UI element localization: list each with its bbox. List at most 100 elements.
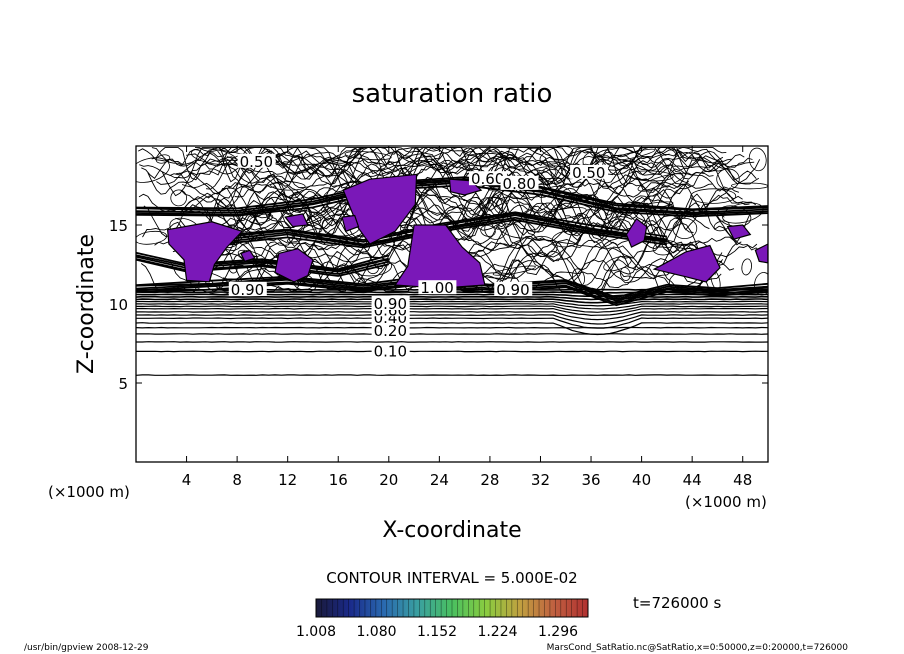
contour-band <box>136 278 768 302</box>
contour-eddy <box>637 173 684 192</box>
x-tick-label: 44 <box>683 471 702 489</box>
supersaturated-region <box>240 249 256 263</box>
time-label: t=726000 s <box>633 594 721 612</box>
supersaturated-region <box>652 244 721 283</box>
x-tick-label: 32 <box>531 471 550 489</box>
contour-line <box>136 298 768 304</box>
x-axis-title: X-coordinate <box>382 518 521 543</box>
contour-band <box>136 258 390 275</box>
contour-band <box>136 176 768 211</box>
contour-label-bg <box>570 164 609 179</box>
chart-title: saturation ratio <box>352 79 553 109</box>
colorbar-tick-label: 1.008 <box>296 624 336 640</box>
contour-eddy <box>713 220 730 232</box>
contour-eddy <box>603 255 632 272</box>
contour-eddy <box>614 148 656 161</box>
contour-band <box>136 277 768 301</box>
contour-line <box>136 311 768 321</box>
contour-label-bg <box>371 296 410 310</box>
contour-label: 0.80 <box>503 175 536 193</box>
contour-labels: 0.100.200.400.600.900.90 0.901.000.500.60… <box>228 153 609 360</box>
contour-band <box>136 178 768 212</box>
contour-line <box>136 322 768 336</box>
contour-eddy <box>344 151 392 161</box>
contour-eddy <box>620 267 631 281</box>
supersaturated-regions <box>166 173 768 289</box>
contour-eddy <box>716 168 740 190</box>
contour-eddy <box>480 225 496 237</box>
x-tick-label: 40 <box>632 471 651 489</box>
contour-label-bg <box>494 281 533 296</box>
contour-line <box>136 295 768 301</box>
x-tick-label: 48 <box>733 471 752 489</box>
contour-eddy <box>672 217 698 240</box>
contour-label-bg <box>371 322 410 337</box>
contour-line <box>151 147 714 191</box>
contour-eddy <box>190 148 237 165</box>
colorbar-tick-label: 1.296 <box>538 624 578 640</box>
footer-left: /usr/bin/gpview 2008-12-29 <box>24 643 149 653</box>
contour-label-bg <box>500 175 539 190</box>
x-axis: 4 8 12 16 20 24 28 32 36 40 44 48 <box>182 146 752 489</box>
contour-line <box>205 147 702 193</box>
contour-eddy <box>528 235 558 257</box>
contour-label: 0.50 <box>240 153 273 171</box>
contour-band <box>211 211 668 241</box>
contour-lines <box>136 146 768 376</box>
contour-interval-label: CONTOUR INTERVAL = 5.000E-02 <box>326 569 577 587</box>
contour-label-bg <box>237 153 276 168</box>
contour-line <box>228 166 689 219</box>
contour-eddy <box>492 265 536 276</box>
plot-area: 0.100.200.400.600.900.90 0.901.000.500.60… <box>136 146 768 462</box>
contour-line <box>136 333 768 335</box>
contour-line <box>136 341 768 343</box>
contour-label: 0.10 <box>374 342 407 360</box>
colorbar-tick-label: 1.224 <box>477 624 517 640</box>
contour-label: 0.90 <box>496 281 529 299</box>
contour-eddy <box>270 181 306 191</box>
contour-eddy <box>748 147 767 172</box>
contour-line <box>137 148 745 167</box>
colorbar-ticks: 1.008 1.080 1.152 1.224 1.296 <box>296 624 578 640</box>
contour-eddy <box>754 272 768 296</box>
y-tick-label: 5 <box>118 375 128 393</box>
contour-eddy <box>741 258 752 276</box>
contour-line <box>136 314 768 325</box>
y-tick-label: 15 <box>109 217 128 235</box>
x-tick-label: 12 <box>278 471 297 489</box>
contour-label: 1.00 <box>420 279 453 297</box>
colorbar-stripes <box>321 599 583 617</box>
contour-eddy <box>458 152 506 167</box>
contour-eddy <box>492 194 504 214</box>
contour-label-bg <box>468 171 507 186</box>
contour-line <box>217 147 727 183</box>
contour-band <box>136 255 390 273</box>
contour-eddy <box>155 154 171 164</box>
contour-label: 0.90 <box>374 295 407 313</box>
contour-line <box>225 158 687 201</box>
y-tick-label: 10 <box>109 296 128 314</box>
contour-band <box>136 254 390 272</box>
x-tick-label: 8 <box>232 471 242 489</box>
contour-eddy <box>136 230 168 245</box>
contour-eddy <box>136 157 170 183</box>
footer-right: MarsCond_SatRatio.nc@SatRatio,x=0:50000,… <box>547 643 849 653</box>
x-unit-label: (×1000 m) <box>685 493 767 511</box>
x-tick-label: 36 <box>581 471 600 489</box>
contour-label: 0.60 <box>471 170 504 188</box>
x-tick-label: 4 <box>182 471 192 489</box>
supersaturated-region <box>274 248 314 283</box>
supersaturated-region <box>341 214 360 233</box>
contour-label-bg <box>418 280 457 295</box>
y-axis: 5 10 15 <box>109 217 768 393</box>
y-unit-label: (×1000 m) <box>48 483 130 501</box>
contour-band <box>136 251 390 271</box>
contour-label-bg <box>371 343 410 358</box>
contour-line <box>182 198 710 237</box>
contour-label: 0.20 <box>374 322 407 340</box>
contour-band <box>136 275 768 299</box>
supersaturated-region <box>166 221 244 283</box>
supersaturated-region <box>726 224 752 240</box>
contour-line <box>226 147 723 176</box>
